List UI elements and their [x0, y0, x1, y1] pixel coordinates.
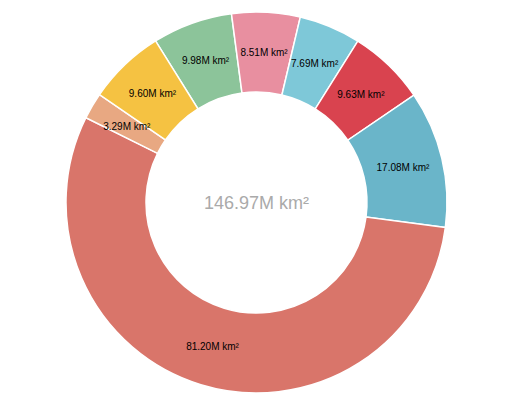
slices: [66, 12, 447, 393]
donut-slice: [66, 118, 445, 393]
data-label: 8.51M km²: [240, 47, 288, 58]
data-label: 7.69M km²: [291, 58, 339, 69]
data-label: 9.98M km²: [182, 55, 230, 66]
data-label: 9.60M km²: [129, 88, 177, 99]
data-label: 17.08M km²: [377, 162, 430, 173]
data-labels: 9.98M km² 8.51M km²7.69M km² 9.63M km² 17.0…: [103, 47, 430, 352]
data-label: 3.29M km²: [103, 121, 151, 132]
donut-group: 9.98M km² 8.51M km²7.69M km² 9.63M km² 17.0…: [66, 12, 447, 393]
donut-slice: [348, 95, 447, 227]
data-label: 9.63M km²: [337, 89, 385, 100]
chart-container: 9.98M km² 8.51M km²7.69M km² 9.63M km² 17.0…: [0, 0, 513, 405]
chart-svg: 9.98M km² 8.51M km²7.69M km² 9.63M km² 17.0…: [0, 0, 513, 405]
center-label: 146.97M km²: [204, 193, 309, 213]
data-label: 81.20M km²: [186, 341, 239, 352]
